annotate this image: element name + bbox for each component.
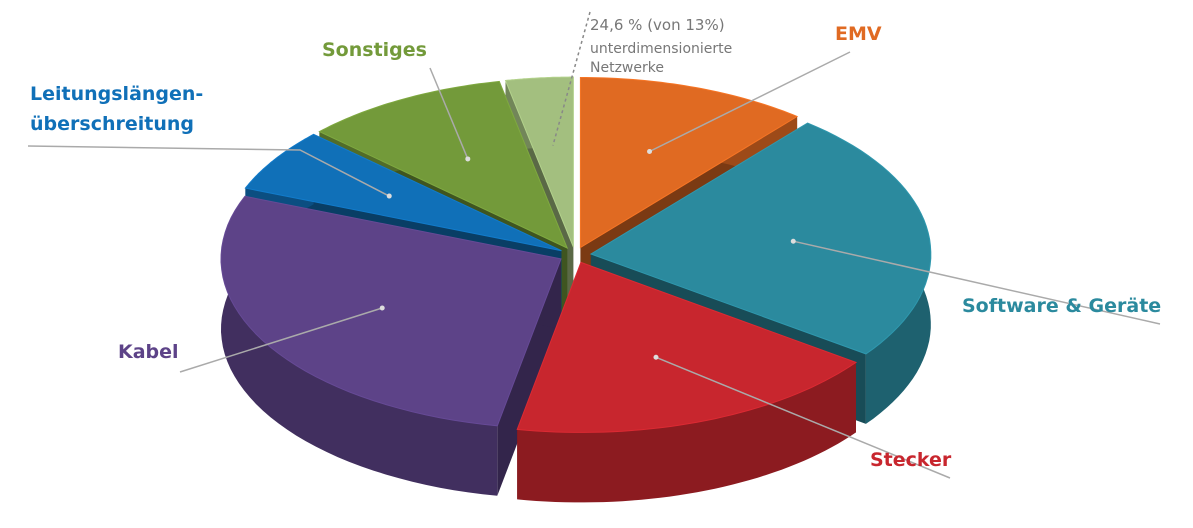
leader-dot (386, 193, 392, 199)
slice-wall (221, 196, 498, 496)
leader-dot (653, 354, 659, 360)
slice (589, 122, 932, 355)
slice (220, 195, 562, 427)
slice-label: Kabel (118, 341, 179, 363)
annotation-label: unterdimensionierte Netzwerke (590, 41, 732, 76)
slice (516, 261, 858, 433)
slice (504, 76, 574, 248)
leader-line (27, 145, 390, 197)
slice-label: Leitungslängen-überschreitung (30, 83, 203, 135)
leader-line (179, 307, 383, 373)
leader-dot (647, 149, 653, 155)
leader-dot (790, 238, 796, 244)
leader-line (655, 356, 951, 479)
leader-line (649, 51, 851, 153)
slice-label: Stecker (870, 449, 952, 471)
slice (318, 80, 569, 249)
slice-label: Software & Geräte (962, 295, 1161, 317)
slice (579, 77, 799, 249)
leader-dot (379, 305, 385, 311)
slice-wall (517, 362, 856, 503)
slice-label: Sonstiges (322, 39, 427, 61)
leader-line (793, 240, 1161, 325)
leader-line (552, 11, 591, 146)
leader-dot (465, 156, 471, 162)
leader-line (429, 67, 469, 160)
annotation: 24,6 % (von 13%) (590, 16, 725, 34)
slice-label: EMV (835, 23, 882, 45)
